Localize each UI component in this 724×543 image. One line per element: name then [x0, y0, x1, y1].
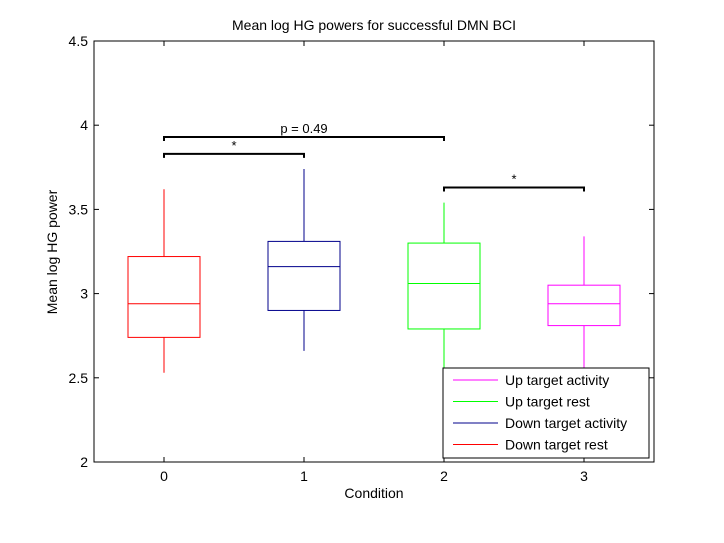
box-iqr: [407, 242, 481, 330]
box-iqr: [127, 256, 201, 338]
legend-label: Up target activity: [505, 372, 609, 388]
y-tick-label: 3.5: [69, 201, 89, 217]
x-tick-label: 0: [160, 468, 168, 484]
bracket-line: [443, 186, 585, 192]
x-tick-label: 3: [580, 468, 588, 484]
box-1: [267, 168, 341, 351]
legend: Up target activity Up target rest Down tar…: [442, 367, 650, 459]
axes-frame: [93, 40, 655, 463]
legend-label: Up target rest: [505, 394, 590, 410]
legend-label: Down target activity: [505, 415, 627, 431]
y-axis-label: Mean log HG power: [44, 189, 60, 314]
box-2: [407, 202, 481, 378]
legend-label: Down target rest: [505, 437, 608, 453]
x-tick-label: 1: [300, 468, 308, 484]
y-tick-label: 2: [80, 454, 88, 470]
bracket-line: [163, 152, 305, 158]
y-tick-label: 4: [80, 117, 88, 133]
bracket-line: [163, 135, 445, 141]
plot-area: 2 2.5 3 3.5 4 4.5 0 1 2 3 p = 0.49 * * Up target acti…: [69, 33, 655, 484]
x-tick-label: 2: [440, 468, 448, 484]
x-axis-label: Condition: [344, 485, 403, 501]
significance-bracket: *: [443, 172, 585, 192]
significance-bracket: *: [163, 138, 305, 158]
y-tick-label: 2.5: [69, 370, 89, 386]
box-iqr: [547, 284, 621, 327]
box-0: [127, 189, 201, 373]
y-tick-label: 3: [80, 286, 88, 302]
bracket-label: p = 0.49: [280, 121, 327, 136]
bracket-label: *: [511, 172, 516, 187]
box-3: [547, 236, 621, 378]
y-tick-label: 4.5: [69, 33, 89, 49]
legend-box: [442, 367, 650, 459]
significance-bracket: p = 0.49: [163, 121, 445, 141]
chart-title: Mean log HG powers for successful DMN BC…: [232, 17, 516, 33]
bracket-label: *: [231, 138, 236, 153]
box-iqr: [267, 240, 341, 311]
